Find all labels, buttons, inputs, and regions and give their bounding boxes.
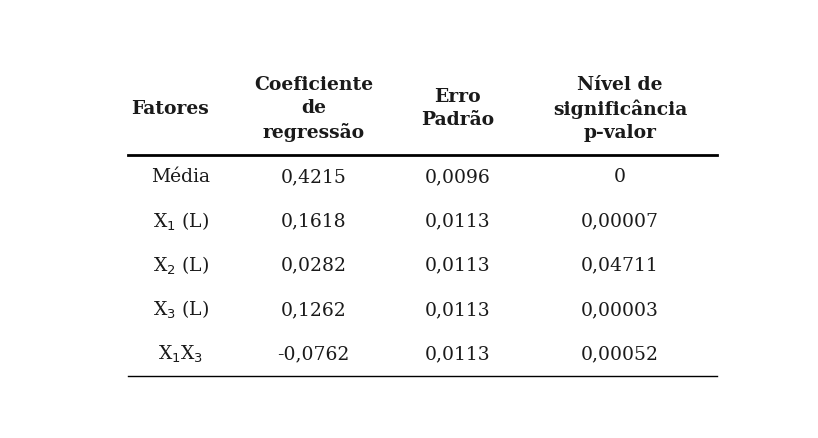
Text: Erro
Padrão: Erro Padrão (421, 88, 494, 129)
Text: 0,4215: 0,4215 (281, 168, 346, 186)
Text: Fatores: Fatores (131, 100, 209, 118)
Text: -0,0762: -0,0762 (277, 345, 349, 363)
Text: 0,0113: 0,0113 (425, 345, 491, 363)
Text: 0,1618: 0,1618 (281, 212, 346, 230)
Text: 0,0113: 0,0113 (425, 257, 491, 275)
Text: 0,0113: 0,0113 (425, 212, 491, 230)
Text: 0,00003: 0,00003 (581, 301, 658, 319)
Text: X$_1$ (L): X$_1$ (L) (153, 210, 209, 233)
Text: 0,1262: 0,1262 (281, 301, 346, 319)
Text: X$_2$ (L): X$_2$ (L) (153, 254, 209, 277)
Text: 0,0113: 0,0113 (425, 301, 491, 319)
Text: 0,0282: 0,0282 (281, 257, 346, 275)
Text: 0,0096: 0,0096 (425, 168, 491, 186)
Text: Coeficiente
de
regressão: Coeficiente de regressão (254, 76, 373, 141)
Text: Média: Média (151, 168, 210, 186)
Text: 0,00052: 0,00052 (581, 345, 659, 363)
Text: Nível de
significância
p-valor: Nível de significância p-valor (553, 76, 687, 142)
Text: X$_3$ (L): X$_3$ (L) (153, 299, 209, 321)
Text: X$_1$X$_3$: X$_1$X$_3$ (158, 343, 204, 365)
Text: 0: 0 (614, 168, 626, 186)
Text: 0,00007: 0,00007 (581, 212, 659, 230)
Text: 0,04711: 0,04711 (581, 257, 658, 275)
